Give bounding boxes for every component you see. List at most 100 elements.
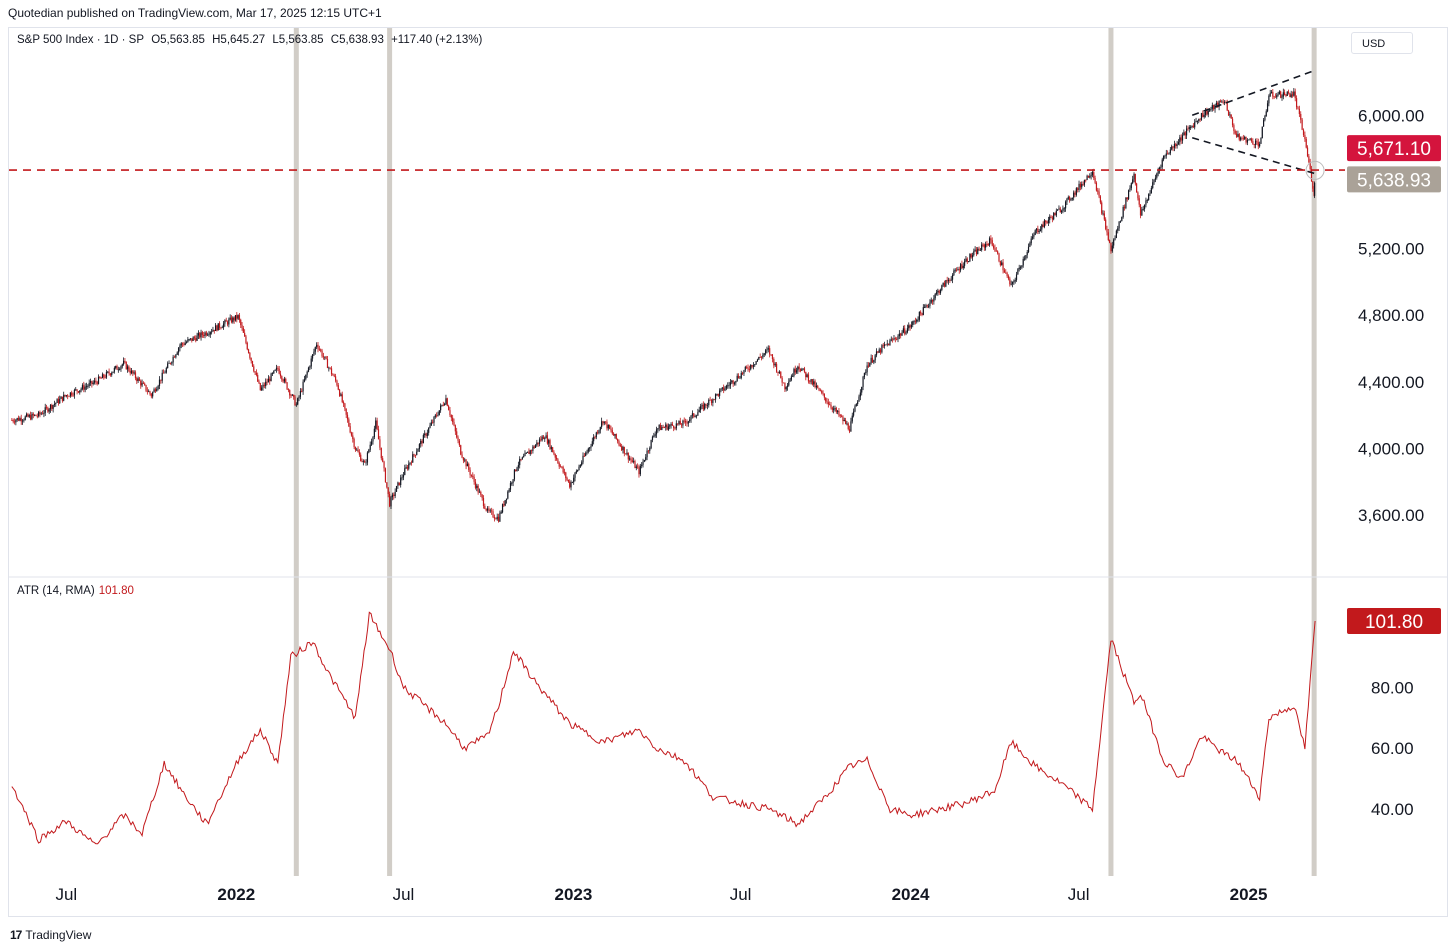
candle-body [883, 344, 886, 346]
candle [992, 243, 995, 250]
candle-body [1098, 191, 1100, 197]
candle-body [537, 442, 539, 444]
candle-body [395, 486, 398, 492]
candle-body [436, 415, 438, 417]
candle-body [1133, 173, 1135, 180]
candle-body [1175, 144, 1177, 147]
candle [173, 355, 176, 358]
candle [164, 370, 166, 374]
candle [195, 335, 197, 343]
candle [350, 431, 353, 437]
candle [916, 318, 918, 324]
currency-selector[interactable]: USD [1351, 32, 1413, 54]
candle-body [267, 378, 269, 383]
candle [1190, 125, 1192, 131]
candle-body [1207, 110, 1209, 115]
candle-body [1125, 197, 1127, 209]
candle [226, 320, 229, 327]
candle [1237, 130, 1239, 138]
candle [798, 363, 800, 373]
candle [63, 391, 65, 402]
candle [314, 346, 316, 355]
candle-body [1079, 183, 1081, 188]
candle [434, 413, 436, 419]
candle [1090, 172, 1092, 180]
candle [689, 416, 691, 423]
candle-body [309, 366, 311, 368]
candle [232, 316, 234, 324]
candle [420, 438, 422, 448]
candle [706, 402, 709, 410]
candle [162, 369, 165, 374]
candle [680, 422, 683, 428]
candle [528, 448, 530, 455]
candle-body [1308, 156, 1310, 163]
candle [160, 379, 162, 384]
candle [550, 445, 552, 453]
candle-body [112, 371, 114, 373]
candle-body [991, 240, 993, 246]
candle [121, 363, 123, 369]
candle-body [1281, 96, 1283, 98]
candle-body [454, 425, 456, 432]
candle-body [38, 412, 40, 416]
candle [822, 390, 824, 396]
candle-body [871, 357, 874, 363]
candle-body [988, 238, 991, 246]
candle [71, 390, 73, 397]
candle-body [188, 339, 190, 340]
candle-body [261, 387, 263, 391]
candle [653, 432, 655, 438]
candle [1082, 181, 1084, 187]
candle [623, 446, 625, 457]
candle-body [748, 369, 750, 371]
candle-body [259, 383, 261, 391]
candle [630, 456, 632, 464]
candle [306, 370, 308, 378]
candle-body [426, 432, 428, 436]
candle [853, 408, 855, 418]
legend-symbol: S&P 500 Index · 1D · SP [17, 34, 144, 46]
candle [1266, 100, 1269, 113]
candle-body [1073, 192, 1075, 198]
candle-body [1223, 102, 1226, 103]
candle-body [84, 386, 86, 390]
candle-body [1177, 142, 1180, 145]
candle-body [844, 419, 847, 424]
candle [266, 378, 268, 386]
candle [386, 482, 388, 489]
candle [780, 371, 782, 379]
candle [967, 261, 970, 263]
candle [1125, 197, 1127, 210]
candle [786, 382, 789, 391]
candle-body [211, 331, 213, 333]
candle-body [352, 435, 354, 440]
candle [1153, 179, 1155, 185]
candle-body [414, 454, 417, 456]
candle-body [53, 403, 56, 406]
candle [124, 357, 126, 364]
candle [40, 411, 42, 416]
tradingview-logo[interactable]: 17 TradingView [10, 928, 91, 942]
candle [31, 412, 33, 421]
candle-body [1026, 252, 1028, 256]
candle [727, 382, 729, 389]
candle [68, 395, 70, 398]
candle [548, 438, 550, 447]
candle [1014, 277, 1016, 284]
candle [193, 335, 196, 341]
candle [825, 397, 827, 404]
candle-body [269, 378, 271, 382]
candle-body [1062, 208, 1064, 211]
candle-body [466, 463, 469, 467]
candle-body [678, 421, 680, 425]
candle-body [679, 421, 681, 425]
candle [1057, 209, 1059, 211]
candle [474, 479, 477, 490]
candle [432, 419, 434, 424]
candle-body [834, 408, 836, 409]
candle-body [709, 399, 711, 401]
candle-body [780, 371, 782, 378]
candle [924, 304, 926, 309]
